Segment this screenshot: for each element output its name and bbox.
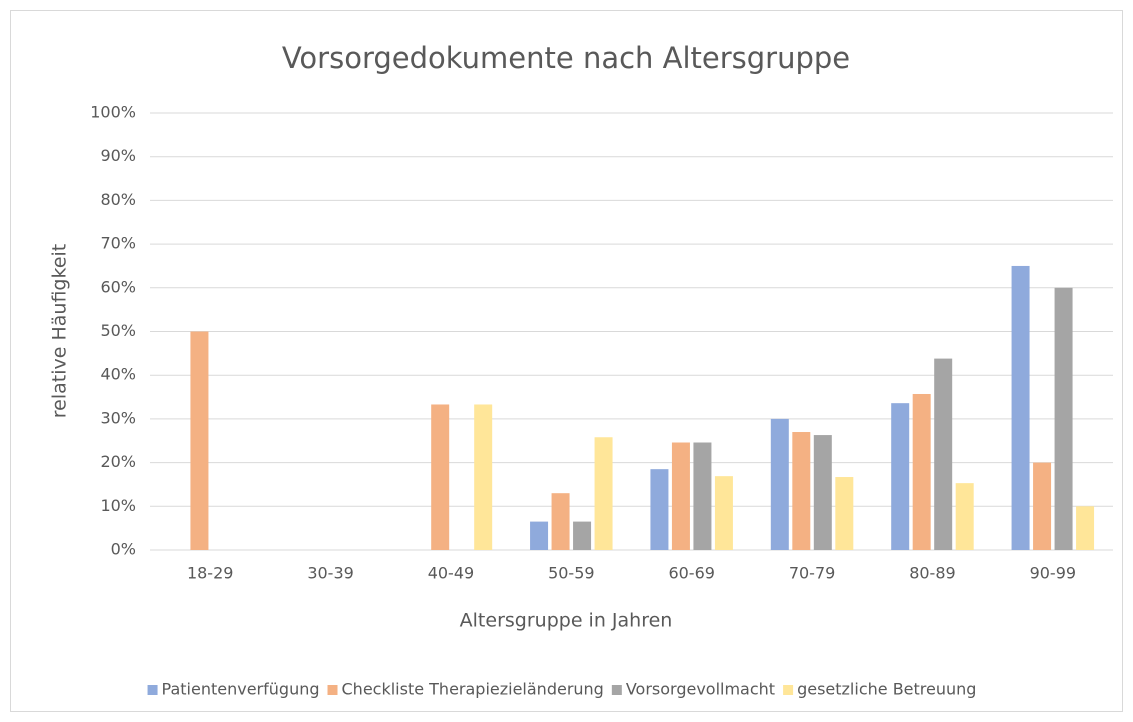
bar <box>714 476 733 550</box>
x-tick-label: 50-59 <box>548 564 595 583</box>
chart-title: Vorsorgedokumente nach Altersgruppe <box>282 41 850 75</box>
bar <box>594 437 613 550</box>
y-tick-label: 100% <box>90 103 136 122</box>
legend-swatch <box>327 685 338 695</box>
bar <box>891 403 910 550</box>
y-tick-label: 0% <box>111 540 136 559</box>
legend-label: Patientenverfügung <box>162 680 320 699</box>
bar <box>792 432 811 550</box>
x-tick-label: 30-39 <box>307 564 354 583</box>
bar <box>835 477 854 550</box>
y-tick-label: 50% <box>100 321 136 340</box>
x-axis-title: Altersgruppe in Jahren <box>460 610 673 632</box>
bar <box>1076 506 1095 550</box>
x-tick-label: 40-49 <box>428 564 475 583</box>
y-tick-label: 40% <box>100 365 136 384</box>
legend-item: Patientenverfügung <box>147 680 320 699</box>
x-tick-label: 60-69 <box>668 564 715 583</box>
bar <box>474 404 493 550</box>
bar <box>551 493 570 550</box>
legend-label: Vorsorgevollmacht <box>626 680 775 699</box>
y-tick-label: 10% <box>100 496 136 515</box>
legend-swatch <box>147 685 158 695</box>
bar <box>573 521 592 550</box>
legend-item: Vorsorgevollmacht <box>611 680 775 699</box>
bar <box>190 331 209 550</box>
legend-swatch <box>783 685 794 695</box>
legend-item: gesetzliche Betreuung <box>783 680 976 699</box>
bar <box>431 404 450 550</box>
bar <box>693 442 712 550</box>
bar <box>1033 462 1052 550</box>
bar <box>1054 287 1073 550</box>
bar <box>934 358 953 550</box>
chart-border <box>10 10 1123 712</box>
y-tick-label: 30% <box>100 408 136 427</box>
bar <box>955 483 974 550</box>
x-tick-label: 70-79 <box>789 564 836 583</box>
y-tick-label: 90% <box>100 146 136 165</box>
y-tick-label: 80% <box>100 190 136 209</box>
bar <box>530 521 549 550</box>
y-tick-label: 20% <box>100 452 136 471</box>
x-tick-label: 80-89 <box>909 564 956 583</box>
y-tick-label: 60% <box>100 277 136 296</box>
bar <box>813 435 832 550</box>
bar <box>770 418 789 550</box>
bar <box>912 393 931 550</box>
legend-item: Checkliste Therapiezieländerung <box>327 680 604 699</box>
x-tick-label: 18-29 <box>187 564 234 583</box>
bar <box>650 469 669 550</box>
y-tick-label: 70% <box>100 234 136 253</box>
legend-label: Checkliste Therapiezieländerung <box>342 680 604 699</box>
bar <box>671 442 690 550</box>
bar <box>1011 265 1030 550</box>
y-axis-title: relative Häufigkeit <box>49 244 71 418</box>
legend-swatch <box>611 685 622 695</box>
legend-label: gesetzliche Betreuung <box>797 680 976 699</box>
x-tick-label: 90-99 <box>1030 564 1077 583</box>
